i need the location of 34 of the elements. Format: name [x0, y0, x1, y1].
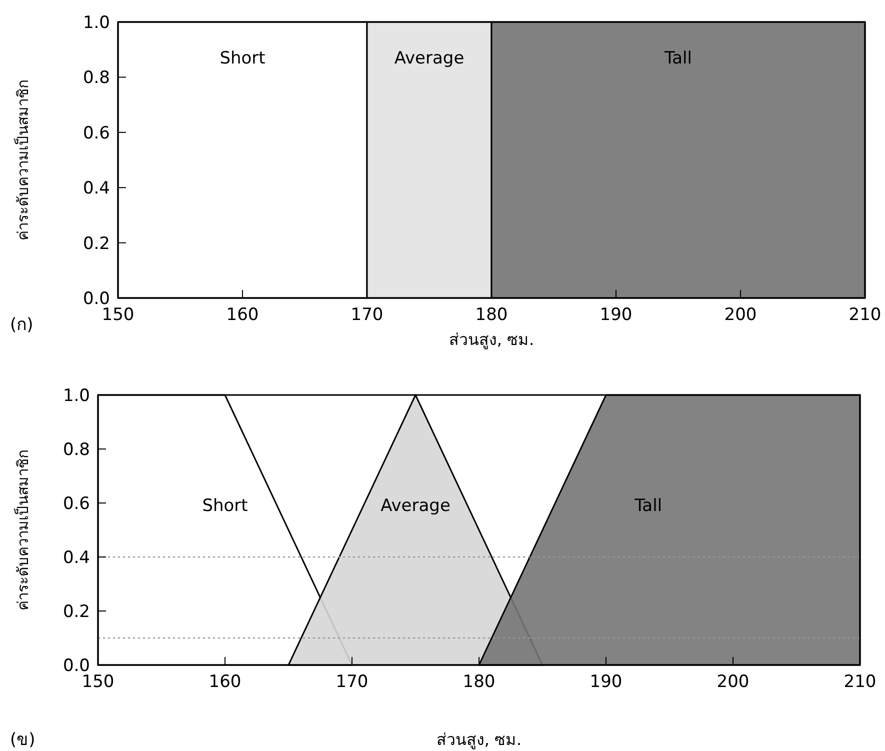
- x-axis-title: ส่วนสูง, ซม.: [436, 730, 522, 750]
- x-tick-label: 190: [600, 305, 632, 325]
- text: (ข): [10, 730, 36, 750]
- x-tick-label: 190: [590, 672, 622, 692]
- y-axis-title: ค่าระดับความเป็นสมาชิก: [13, 450, 32, 610]
- x-tick-label: 160: [208, 672, 242, 692]
- y-tick-label: 1.0: [82, 13, 110, 33]
- y-tick-label: 0.6: [82, 123, 110, 144]
- x-tick-label: 210: [844, 672, 876, 692]
- y-tick-label: 0.6: [62, 494, 90, 514]
- series-label: Tall: [634, 496, 662, 516]
- x-tick-label: 210: [848, 305, 882, 325]
- text: (ก): [10, 315, 34, 335]
- series-label: Tall: [664, 48, 692, 68]
- x-tick-label: 170: [350, 305, 384, 325]
- y-tick-label: 0.8: [82, 68, 110, 88]
- y-tick-label: 0.2: [62, 602, 90, 622]
- y-tick-label: 0.8: [62, 440, 90, 460]
- x-tick-label: 160: [226, 305, 259, 325]
- x-tick-label: 200: [716, 672, 750, 692]
- series-label: Average: [394, 48, 464, 68]
- y-axis-title: ค่าระดับความเป็นสมาชิก: [13, 80, 32, 240]
- y-tick-label: 0.4: [82, 178, 110, 199]
- series-label: Average: [380, 496, 450, 516]
- y-tick-label: 0.2: [82, 234, 110, 254]
- y-tick-label: 1.0: [62, 386, 90, 406]
- series-label: Short: [220, 48, 266, 68]
- x-tick-label: 180: [475, 305, 508, 325]
- x-axis-title: ส่วนสูง, ซม.: [448, 330, 534, 350]
- x-tick-label: 170: [336, 672, 368, 692]
- x-tick-label: 200: [724, 305, 757, 325]
- y-tick-label: 0.4: [62, 548, 90, 568]
- x-tick-label: 180: [462, 672, 496, 692]
- series-label: Short: [202, 496, 248, 516]
